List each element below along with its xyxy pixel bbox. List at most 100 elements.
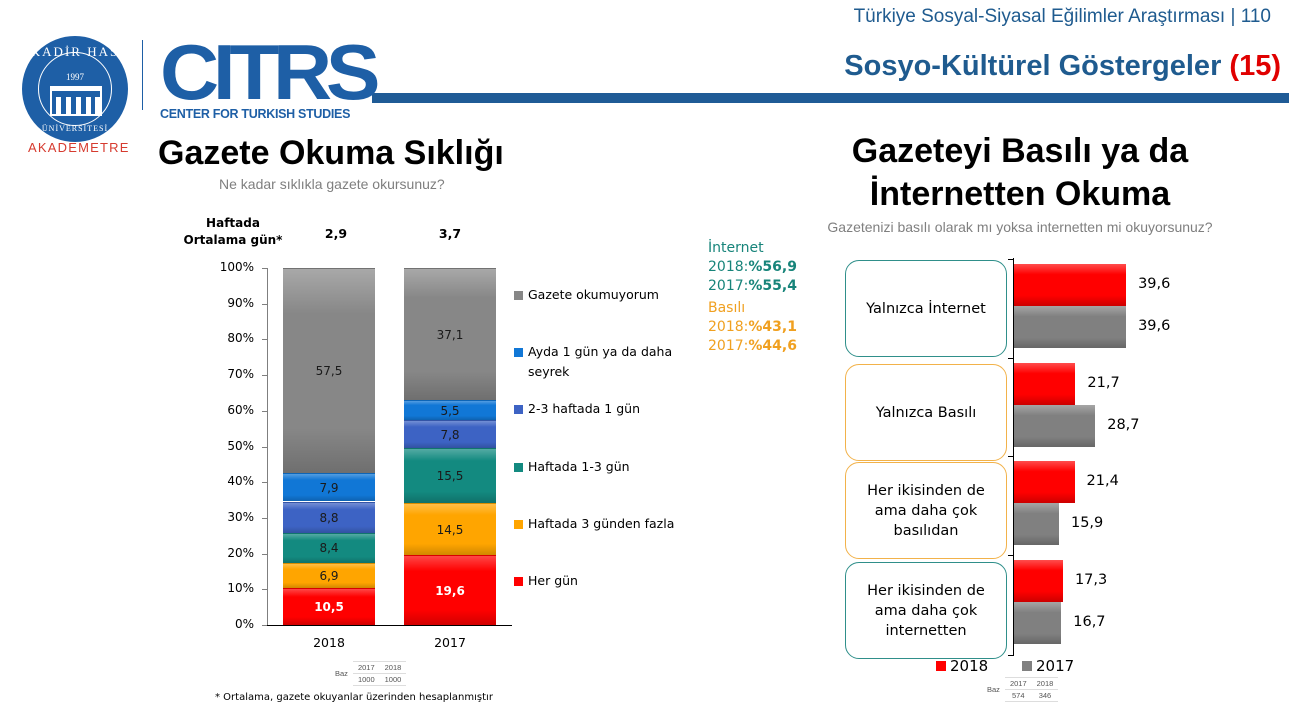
bar-2018: [1014, 363, 1076, 405]
bar-value-label: 39,6: [1138, 318, 1171, 334]
category-axis-tick: [1008, 358, 1013, 359]
legend-label: 2017: [1036, 657, 1075, 675]
bar-segment: 57,5: [283, 268, 375, 474]
bar-segment: 7,8: [404, 420, 496, 448]
y-axis-tick: [262, 482, 267, 484]
printed-summary: Basılı 2018:%43,1 2017:%44,6: [708, 299, 797, 356]
left-chart-title: Gazete Okuma Sıklığı: [158, 134, 504, 172]
printed-summary-2017: 2017:%44,6: [708, 337, 797, 356]
right-chart-title: Gazeteyi Basılı ya da İnternetten Okuma: [780, 130, 1260, 216]
legend-label: Her gün: [528, 573, 578, 588]
survey-title: Türkiye Sosyal-Siyasal Eğilimler Araştır…: [853, 6, 1271, 27]
legend-swatch-icon: [936, 661, 946, 671]
bar-segment: 5,5: [404, 400, 496, 421]
legend-item: Gazete okumuyorum: [514, 285, 684, 305]
logo-divider: [142, 40, 143, 110]
year-prefix: 2017:: [708, 338, 749, 354]
base-year: 2018: [1031, 677, 1059, 690]
base-value: 346: [1031, 689, 1059, 702]
year-prefix: 2017:: [708, 278, 749, 294]
y-axis-tick-label: 100%: [219, 260, 254, 274]
bar-segment: 19,6: [404, 555, 496, 625]
left-chart-question: Ne kadar sıklıkla gazete okursunuz?: [219, 176, 445, 192]
y-axis-tick-label: 70%: [227, 367, 254, 382]
logo-bottom-text: ÜNİVERSİTESİ: [41, 124, 109, 133]
bar-value-label: 39,6: [1138, 276, 1171, 292]
citrs-subtitle: CENTER FOR TURKISH STUDIES: [160, 107, 351, 121]
percent-value: %55,4: [748, 278, 797, 294]
y-axis-tick-label: 20%: [227, 545, 254, 560]
base-value: 574: [1004, 689, 1032, 702]
legend-swatch-icon: [514, 520, 523, 529]
bar-2017: [1014, 602, 1062, 644]
bar-2018: [1014, 264, 1127, 306]
y-axis-tick-label: 60%: [227, 402, 254, 417]
y-axis-tick: [262, 410, 267, 412]
legend-item: 2017: [1022, 657, 1074, 675]
logo-inner-ring: [38, 52, 112, 126]
y-axis-tick: [262, 446, 267, 448]
bar-2017: [1014, 405, 1096, 447]
legend-swatch-icon: [514, 291, 523, 300]
bar-segment: 7,9: [283, 473, 375, 502]
header-divider-bar: [372, 93, 1289, 103]
printed-summary-label: Basılı: [708, 300, 746, 316]
y-axis-tick: [262, 517, 267, 519]
stacked-bar-2018: 10,5 6,9 8,4 8,8 7,9 57,5: [283, 268, 375, 626]
bar-value-label: 21,7: [1087, 375, 1120, 391]
legend-swatch-icon: [1022, 661, 1032, 671]
right-title-line2: İnternetten Okuma: [869, 175, 1171, 213]
y-axis-tick-label: 80%: [227, 331, 254, 346]
left-base-table: Baz 2017 2018 1000 1000: [330, 661, 407, 686]
y-axis-tick-label: 40%: [227, 474, 254, 489]
base-year: 2018: [379, 661, 407, 674]
y-axis-tick: [262, 589, 267, 591]
printed-summary-2018: 2018:%43,1: [708, 318, 797, 337]
legend-label: Ayda 1 gün ya da daha seyrek: [528, 344, 673, 379]
y-axis-tick: [262, 375, 267, 377]
bar-segment: 6,9: [283, 562, 375, 588]
y-axis-tick: [262, 339, 267, 341]
kadir-has-university-logo: KADİR HAS 1997 ÜNİVERSİTESİ: [22, 36, 128, 142]
category-label-box: Her ikisinden de ama daha çok basılıdan: [845, 462, 1007, 559]
internet-summary-label: İnternet: [708, 240, 764, 256]
base-year: 2017: [1004, 677, 1032, 690]
y-axis-tick: [262, 303, 267, 305]
bar-2017: [1014, 306, 1127, 348]
internet-summary: İnternet 2018:%56,9 2017:%55,4: [708, 239, 797, 296]
y-axis-tick: [262, 625, 267, 626]
bar-value-label: 15,9: [1070, 515, 1104, 531]
weekly-average-2017: 3,7: [438, 226, 462, 241]
percent-value: %43,1: [748, 319, 797, 335]
bar-value-label: 17,3: [1074, 572, 1108, 588]
weekly-average-label: Haftada Ortalama gün*: [183, 216, 283, 247]
right-chart-question: Gazetenizi basılı olarak mı yoksa intern…: [827, 219, 1213, 235]
x-axis-category-label: 2017: [434, 635, 466, 650]
internet-summary-2017: 2017:%55,4: [708, 277, 797, 296]
base-label: Baz: [987, 685, 1000, 694]
legend-swatch-icon: [514, 348, 523, 357]
category-label-box: Yalnızca İnternet: [845, 260, 1007, 357]
logo-top-text: KADİR HAS: [30, 44, 120, 59]
category-label-box: Her ikisinden de ama daha çok internette…: [845, 562, 1007, 659]
legend-item: Ayda 1 gün ya da daha seyrek: [514, 342, 684, 382]
stacked-bar-2017: 19,6 14,5 15,5 7,8 5,5 37,1: [404, 268, 496, 625]
y-axis-tick: [262, 268, 267, 269]
bar-segment: 8,8: [283, 501, 375, 534]
bar-2018: [1014, 560, 1063, 602]
year-prefix: 2018:: [708, 319, 749, 335]
weekly-average-2018: 2,9: [324, 226, 348, 241]
right-base-table: Baz 2017 2018 574 346: [982, 677, 1059, 702]
internet-summary-2018: 2018:%56,9: [708, 258, 797, 277]
bar-segment: 37,1: [404, 268, 496, 401]
akademetre-logo: AKADEMETRE: [28, 140, 130, 155]
category-axis-line: [1013, 258, 1014, 656]
category-label-box: Yalnızca Basılı: [845, 364, 1007, 461]
bar-value-label: 28,7: [1107, 417, 1140, 433]
bar-segment: 10,5: [283, 587, 375, 626]
category-axis-tick: [1008, 259, 1013, 260]
legend-label: 2-3 haftada 1 gün: [528, 401, 640, 416]
percent-value: %44,6: [748, 338, 797, 354]
bar-2017: [1014, 503, 1059, 545]
section-number: (15): [1229, 50, 1281, 82]
